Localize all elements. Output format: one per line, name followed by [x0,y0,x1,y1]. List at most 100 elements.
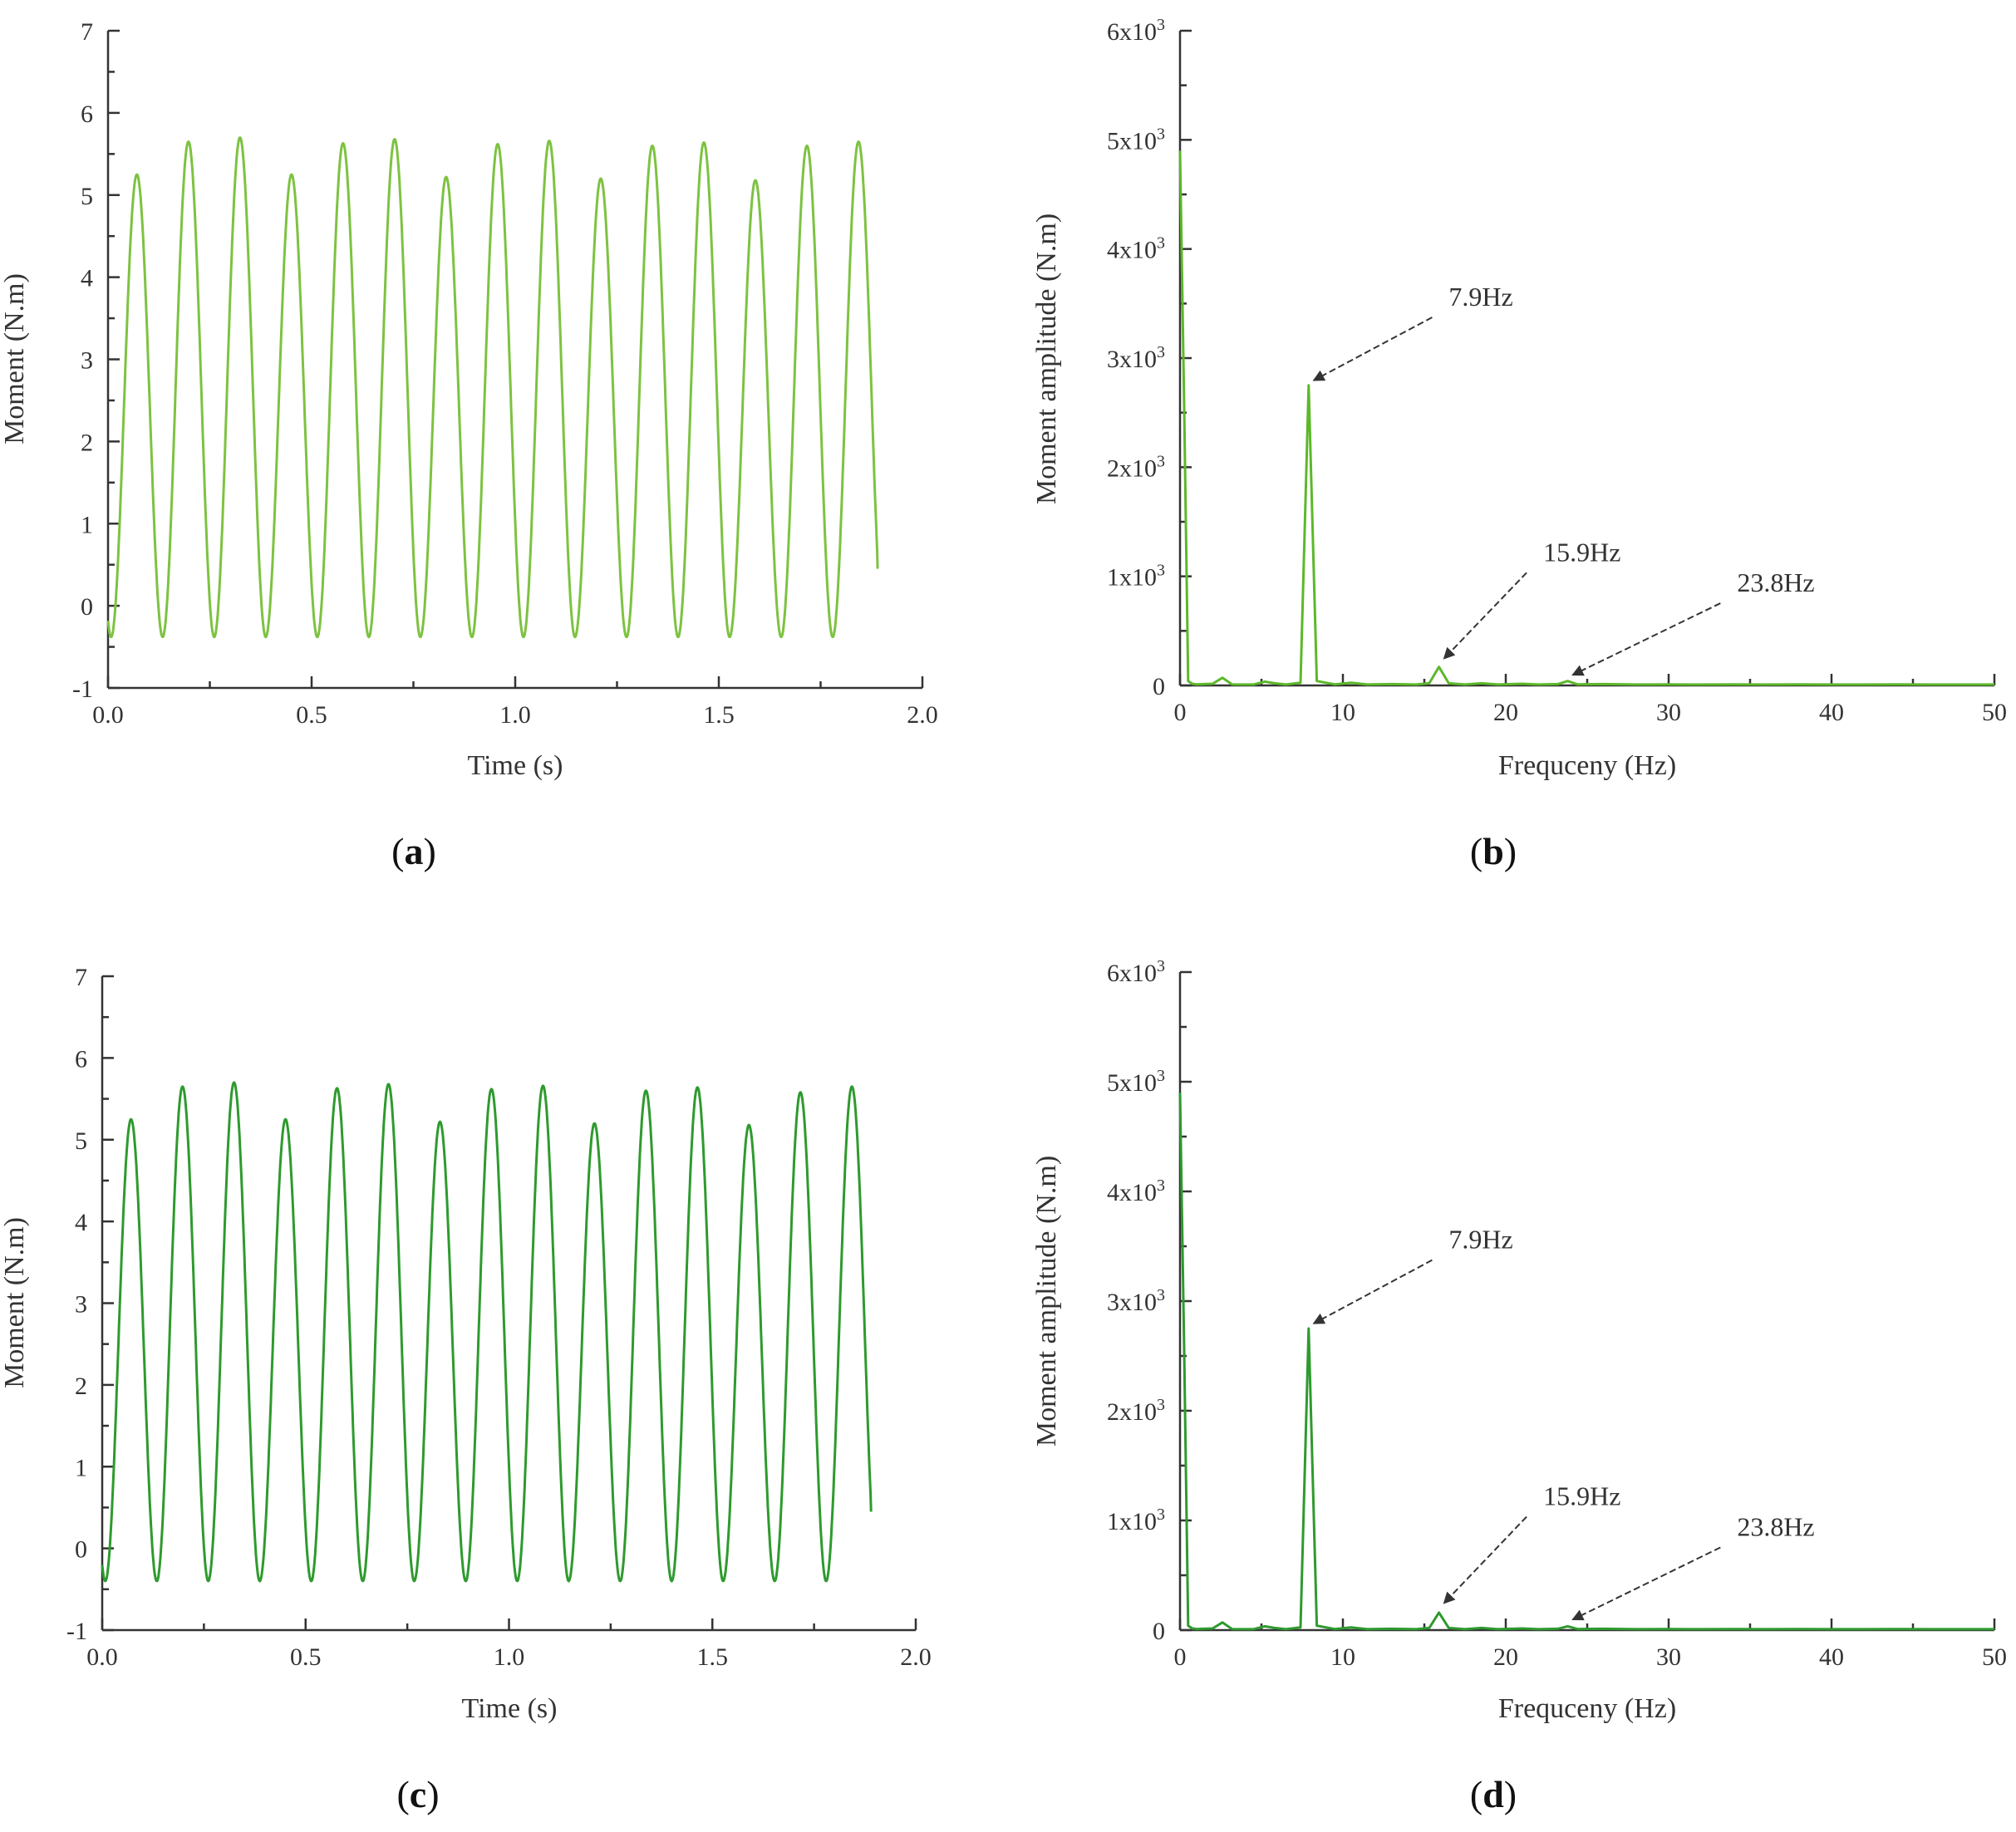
annotation-arrow [1312,317,1433,381]
y-tick-label-base: 4x10 [1107,1179,1157,1206]
y-tick-label: 2 [81,429,93,456]
y-tick-label: 2x103 [1107,452,1165,482]
panel-label: (b) [1470,830,1517,872]
panel-label-letter: d [1482,1773,1504,1815]
y-tick-label-base: 5x10 [1107,1069,1157,1097]
y-tick-label-base: 1x10 [1107,564,1157,592]
panel-label-letter: b [1482,830,1504,872]
x-tick-label: 20 [1493,699,1518,726]
y-tick-label-base: 2x10 [1107,454,1157,482]
annotation-arrow [1443,1515,1527,1604]
x-tick-label: 10 [1330,1643,1355,1671]
x-tick-label: 2.0 [907,701,938,729]
y-tick-label: 2x103 [1107,1396,1165,1426]
y-tick-label-base: 0 [1153,1618,1165,1645]
y-tick-label-exponent: 3 [1157,1067,1165,1085]
x-tick-label: 1.5 [703,701,735,729]
chart-panel-b: 0 10 20 30 40 5001x1032x1033x1034x1035x1036x1… [1031,16,2007,872]
x-axis-label: Time (s) [468,750,563,781]
x-tick-label: 0.0 [86,1643,118,1671]
series-line-fft-amplitude [1178,1093,1994,1631]
x-tick-label: 1.0 [499,701,531,729]
y-tick-label: 0 [1153,1618,1165,1645]
y-tick-label-exponent: 3 [1157,343,1165,361]
y-tick-label: 5x103 [1107,125,1165,155]
y-tick-label-exponent: 3 [1157,562,1165,580]
x-axis-label: Time (s) [462,1693,558,1724]
x-tick-label: 1.5 [697,1643,729,1671]
y-tick-label-base: 3x10 [1107,346,1157,373]
panel-label-letter: c [410,1773,426,1815]
chart-panel-d: 0 10 20 30 40 5001x1032x1033x1034x1035x1036x1… [1031,957,2007,1815]
y-tick-label: 1 [75,1454,87,1481]
panel-label: (d) [1470,1773,1517,1815]
y-tick-label-base: 6x10 [1107,960,1157,987]
annotation-label: 15.9Hz [1543,1481,1620,1511]
panel-label-open-paren: ( [396,1773,409,1815]
x-tick-label: 20 [1493,1643,1518,1671]
panel-label-close-paren: ) [1504,1773,1517,1815]
y-tick-label: 7 [75,964,87,991]
x-tick-label: 10 [1330,699,1355,726]
y-tick-label: 0 [1153,673,1165,700]
x-tick-label: 0.5 [290,1643,322,1671]
annotation-arrow [1571,602,1721,676]
x-tick-label: 40 [1819,1643,1844,1671]
x-tick-label: 40 [1819,699,1844,726]
series-line-moment [106,136,879,639]
chart-panel-c: 0.0 0.5 1.0 1.5 2.0 -1 0 1 2 3 4 5 6 7 Time (s) Moment … [0,964,932,1815]
y-tick-label: 3x103 [1107,343,1165,373]
annotation-label: 7.9Hz [1448,1225,1512,1255]
y-axis-label: Moment (N.m) [0,273,30,444]
y-tick-label-exponent: 3 [1157,1396,1165,1414]
series-line-moment [101,1081,873,1583]
y-tick-label: 1x103 [1107,562,1165,592]
annotation-arrow [1312,1259,1433,1324]
y-tick-label-exponent: 3 [1157,1176,1165,1195]
panel-label-letter: a [405,830,424,872]
panel-label: (a) [391,830,436,872]
y-tick-label-exponent: 3 [1157,957,1165,975]
y-tick-label-exponent: 3 [1157,1505,1165,1524]
y-tick-label: 5 [75,1127,87,1155]
x-axis-label: Frequceny (Hz) [1498,750,1676,781]
annotation-arrow [1571,1546,1721,1621]
panel-label-open-paren: ( [391,830,404,872]
y-tick-label-base: 1x10 [1107,1508,1157,1535]
y-tick-label: 6x103 [1107,16,1165,46]
y-tick-label: 2 [75,1373,87,1400]
y-tick-label-base: 6x10 [1107,18,1157,46]
x-axis-label: Frequceny (Hz) [1498,1693,1676,1724]
panel-label-close-paren: ) [424,830,436,872]
panel-label-open-paren: ( [1470,830,1482,872]
x-tick-label: 0.0 [92,701,124,729]
y-tick-label: 4x103 [1107,1176,1165,1206]
annotation-label: 23.8Hz [1737,1511,1814,1541]
y-tick-label: -1 [72,675,93,703]
annotation-label: 23.8Hz [1737,567,1814,597]
x-tick-label: 0 [1174,1643,1187,1671]
y-tick-label: 3 [75,1291,87,1319]
x-tick-label: 1.0 [494,1643,525,1671]
series-line-fft-amplitude [1178,150,1994,686]
x-tick-label: 0 [1174,699,1187,726]
annotation-label: 15.9Hz [1543,537,1620,567]
y-tick-label: 0 [81,593,93,621]
y-tick-label: 5 [81,183,93,210]
y-tick-label: 3 [81,347,93,375]
x-tick-label: 50 [1982,699,2007,726]
y-tick-label-exponent: 3 [1157,234,1165,253]
panel-label-close-paren: ) [426,1773,439,1815]
annotation-arrow [1443,572,1527,660]
y-tick-label: 3x103 [1107,1286,1165,1316]
x-tick-label: 2.0 [900,1643,932,1671]
x-tick-label: 30 [1656,1643,1681,1671]
x-tick-label: 0.5 [296,701,327,729]
y-tick-label: 4x103 [1107,234,1165,264]
y-tick-label: 1 [81,511,93,538]
y-axis-label: Moment amplitude (N.m) [1031,1156,1062,1446]
y-tick-label: 6x103 [1107,957,1165,987]
y-tick-label-exponent: 3 [1157,452,1165,470]
x-tick-label: 50 [1982,1643,2007,1671]
